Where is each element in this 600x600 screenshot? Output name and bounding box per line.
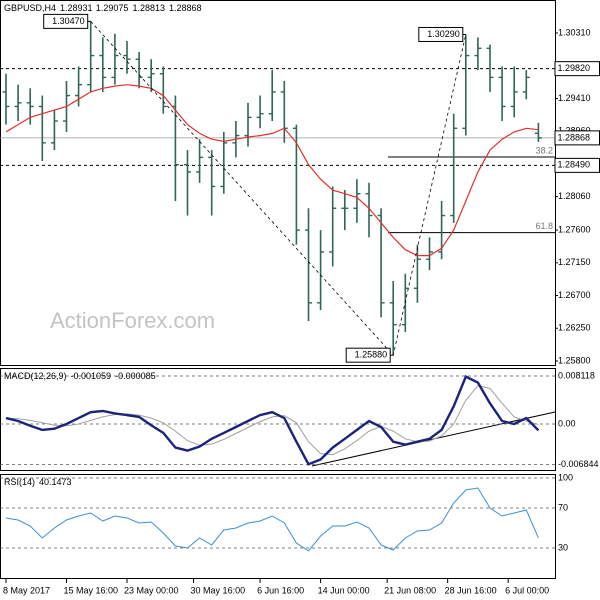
rsi-name: RSI(14) (4, 477, 35, 487)
fib-label: 38.2 (535, 145, 553, 155)
macd-tick-label: 0.00 (558, 418, 576, 428)
y-tick-label: 1.28060 (558, 191, 591, 201)
header-high: 1.29075 (96, 3, 129, 13)
x-tick-label: 6 Jun 16:00 (257, 585, 304, 595)
rsi-tick-label: 70 (558, 502, 568, 512)
rsi-tick-label: 100 (558, 472, 573, 482)
pivot-box (43, 13, 89, 29)
macd-value: -0.001059 (71, 371, 112, 381)
x-tick-label: 15 May 16:00 (64, 585, 119, 595)
y-tick-label: 1.26250 (558, 323, 591, 333)
x-tick-label: 23 May 00:00 (124, 585, 179, 595)
x-tick-label: 30 May 16:00 (191, 585, 246, 595)
rsi-header: RSI(14) 40.1473 (4, 477, 72, 487)
x-tick-label: 8 May 2017 (3, 585, 50, 595)
y-tick-label: 1.26700 (558, 290, 591, 300)
macd-line (5, 375, 540, 466)
y-tick-label: 1.27150 (558, 257, 591, 267)
level-label: 1.29820 (558, 63, 591, 73)
pivot-box (418, 26, 464, 42)
rsi-tick-label: 30 (558, 542, 568, 552)
signal-line (5, 385, 539, 456)
level-label: 1.28490 (558, 160, 591, 170)
pivot-label: 1.30470 (52, 16, 85, 26)
pivot-label: 1.30290 (427, 29, 460, 39)
macd-value: -0.000085 (115, 371, 156, 381)
watermark: ActionForex.com (50, 308, 215, 333)
x-tick-label: 6 Jul 00:00 (505, 585, 549, 595)
rsi-line (5, 487, 539, 552)
macd-tick-label: -0.006844 (558, 459, 599, 469)
header-low: 1.28813 (132, 3, 165, 13)
moving-average (5, 84, 539, 257)
macd-header: MACD(12,26,9) -0.001059 -0.000085 (4, 371, 156, 381)
rsi-panel (0, 474, 556, 579)
x-tick-label: 14 Jun 00:00 (318, 585, 370, 595)
macd-name: MACD(12,26,9) (4, 371, 67, 381)
y-tick-label: 1.30310 (558, 27, 591, 37)
header-open: 1.28931 (60, 3, 93, 13)
y-tick-label: 1.25800 (558, 355, 591, 365)
x-tick-label: 28 Jun 16:00 (445, 585, 497, 595)
macd-panel (0, 368, 556, 471)
price-panel (0, 0, 556, 366)
price-header: GBPUSD,H4 1.28931 1.29075 1.28813 1.28868 (4, 3, 202, 13)
header-close: 1.28868 (169, 3, 202, 13)
pivot-box (345, 347, 391, 363)
last-price-label: 1.28868 (558, 132, 591, 142)
fib-label: 61.8 (535, 221, 553, 231)
macd-tick-label: 0.008118 (558, 370, 595, 380)
y-tick-label: 1.29410 (558, 93, 591, 103)
y-tick-label: 1.27600 (558, 224, 591, 234)
pivot-label: 1.25880 (355, 350, 388, 360)
symbol: GBPUSD,H4 (4, 3, 56, 13)
rsi-value: 40.1473 (39, 477, 72, 487)
x-tick-label: 21 Jun 08:00 (384, 585, 436, 595)
